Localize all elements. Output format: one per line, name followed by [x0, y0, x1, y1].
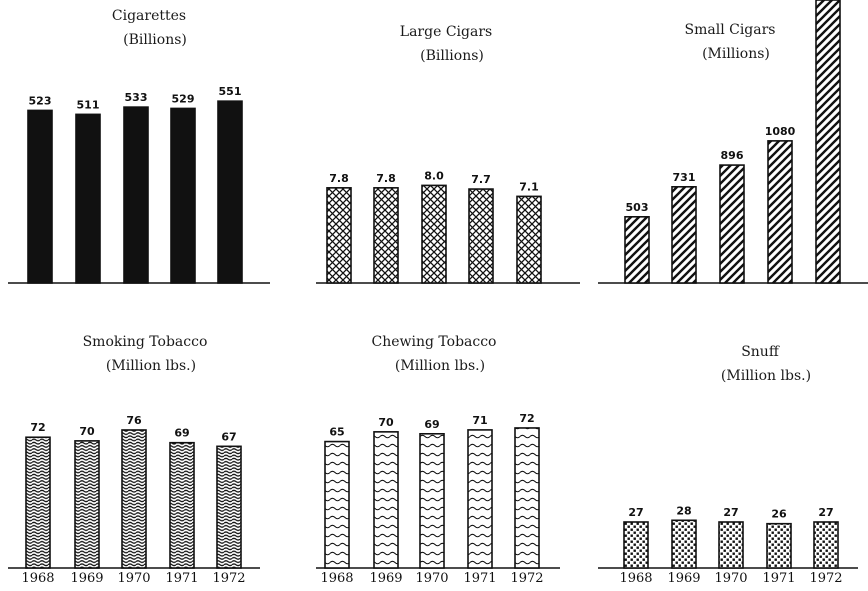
chart-unit-label: (Billions): [420, 48, 484, 64]
chart-panel: Snuff (Million lbs.) 27 1968 28 1969 27 1970 26 1…: [598, 344, 858, 586]
bar: [373, 187, 399, 284]
data-label: 523: [29, 94, 52, 107]
data-label: 503: [626, 201, 649, 214]
data-label: 27: [628, 506, 643, 519]
data-label: 896: [721, 149, 744, 162]
data-label: 7.8: [329, 172, 349, 185]
x-tick-label: 1972: [212, 571, 245, 586]
bar: [27, 109, 53, 284]
data-label: 72: [519, 412, 534, 425]
data-label: 551: [219, 85, 242, 98]
bar: [718, 521, 744, 569]
x-tick-label: 1969: [70, 571, 103, 586]
bar: [216, 445, 242, 569]
chart-panel: Small Cigars (Millions) 503 731 896 1080: [598, 0, 868, 284]
chart-title: Smoking Tobacco: [83, 334, 208, 350]
data-label: 71: [472, 414, 487, 427]
data-label: 8.0: [424, 169, 444, 182]
bar: [671, 186, 697, 284]
x-tick-label: 1968: [619, 571, 652, 586]
data-label: 27: [723, 506, 738, 519]
data-label: 1080: [765, 125, 796, 138]
x-tick-label: 1971: [463, 571, 496, 586]
chart-title: Small Cigars: [685, 22, 776, 38]
data-label: 70: [79, 425, 95, 438]
bar: [75, 113, 101, 284]
data-label: 65: [329, 426, 344, 439]
data-label: 72: [30, 421, 45, 434]
chart-title: Chewing Tobacco: [371, 334, 496, 350]
bar: [170, 107, 196, 284]
data-label: 28: [676, 504, 691, 517]
x-tick-label: 1968: [21, 571, 54, 586]
chart-title: Cigarettes: [112, 8, 186, 24]
bar: [217, 100, 243, 284]
data-label: 533: [125, 91, 148, 104]
x-tick-label: 1969: [667, 571, 700, 586]
x-tick-label: 1971: [762, 571, 795, 586]
data-label: 67: [221, 430, 236, 443]
bar: [25, 436, 51, 569]
bar: [766, 522, 792, 569]
bar: [467, 429, 493, 569]
bar: [74, 440, 100, 569]
chart-panel: Chewing Tobacco (Million lbs.) 65 1968 70 196…: [316, 334, 560, 586]
bar: [671, 519, 697, 569]
bar: [719, 164, 745, 284]
chart-panel: Large Cigars (Billions) 7.8 7.8 8.0 7.7 7.1: [316, 24, 580, 284]
bar: [624, 216, 650, 284]
data-label: 511: [77, 98, 100, 111]
data-label: 69: [424, 418, 439, 431]
x-tick-label: 1969: [369, 571, 402, 586]
bar: [813, 521, 839, 569]
data-label: 7.8: [376, 172, 396, 185]
bar: [815, 0, 841, 284]
x-tick-label: 1971: [165, 571, 198, 586]
chart-unit-label: (Millions): [702, 46, 770, 62]
chart-title: Snuff: [741, 344, 780, 360]
chart-panel: Cigarettes (Billions) 523 511 533 529 551: [8, 8, 270, 284]
bar: [419, 432, 445, 569]
bar: [421, 184, 447, 284]
data-label: 27: [818, 506, 833, 519]
chart-unit-label: (Billions): [123, 32, 187, 48]
data-label: 76: [126, 414, 142, 427]
chart-unit-label: (Million lbs.): [721, 368, 811, 384]
bar: [514, 427, 540, 569]
bar: [326, 187, 352, 284]
chart-unit-label: (Million lbs.): [395, 358, 485, 374]
x-tick-label: 1970: [714, 571, 747, 586]
bar: [516, 195, 542, 284]
bar: [373, 431, 399, 569]
x-tick-label: 1968: [320, 571, 353, 586]
bar: [468, 188, 494, 284]
bar: [324, 440, 350, 569]
x-tick-label: 1972: [809, 571, 842, 586]
chart-title: Large Cigars: [400, 24, 492, 40]
chart-unit-label: (Million lbs.): [106, 358, 196, 374]
x-tick-label: 1972: [510, 571, 543, 586]
data-label: 26: [771, 508, 787, 521]
bar: [169, 441, 195, 569]
x-tick-label: 1970: [117, 571, 150, 586]
bar: [121, 429, 147, 569]
data-label: 70: [378, 416, 394, 429]
chart-panel: Smoking Tobacco (Million lbs.) 72 1968 70 196…: [8, 334, 260, 586]
bar: [123, 106, 149, 284]
data-label: 529: [172, 92, 195, 105]
data-label: 69: [174, 427, 189, 440]
data-label: 7.1: [519, 180, 539, 193]
bar: [623, 521, 649, 569]
data-label: 731: [673, 171, 696, 184]
bar: [767, 140, 793, 284]
data-label: 7.7: [471, 173, 491, 186]
x-tick-label: 1970: [415, 571, 448, 586]
